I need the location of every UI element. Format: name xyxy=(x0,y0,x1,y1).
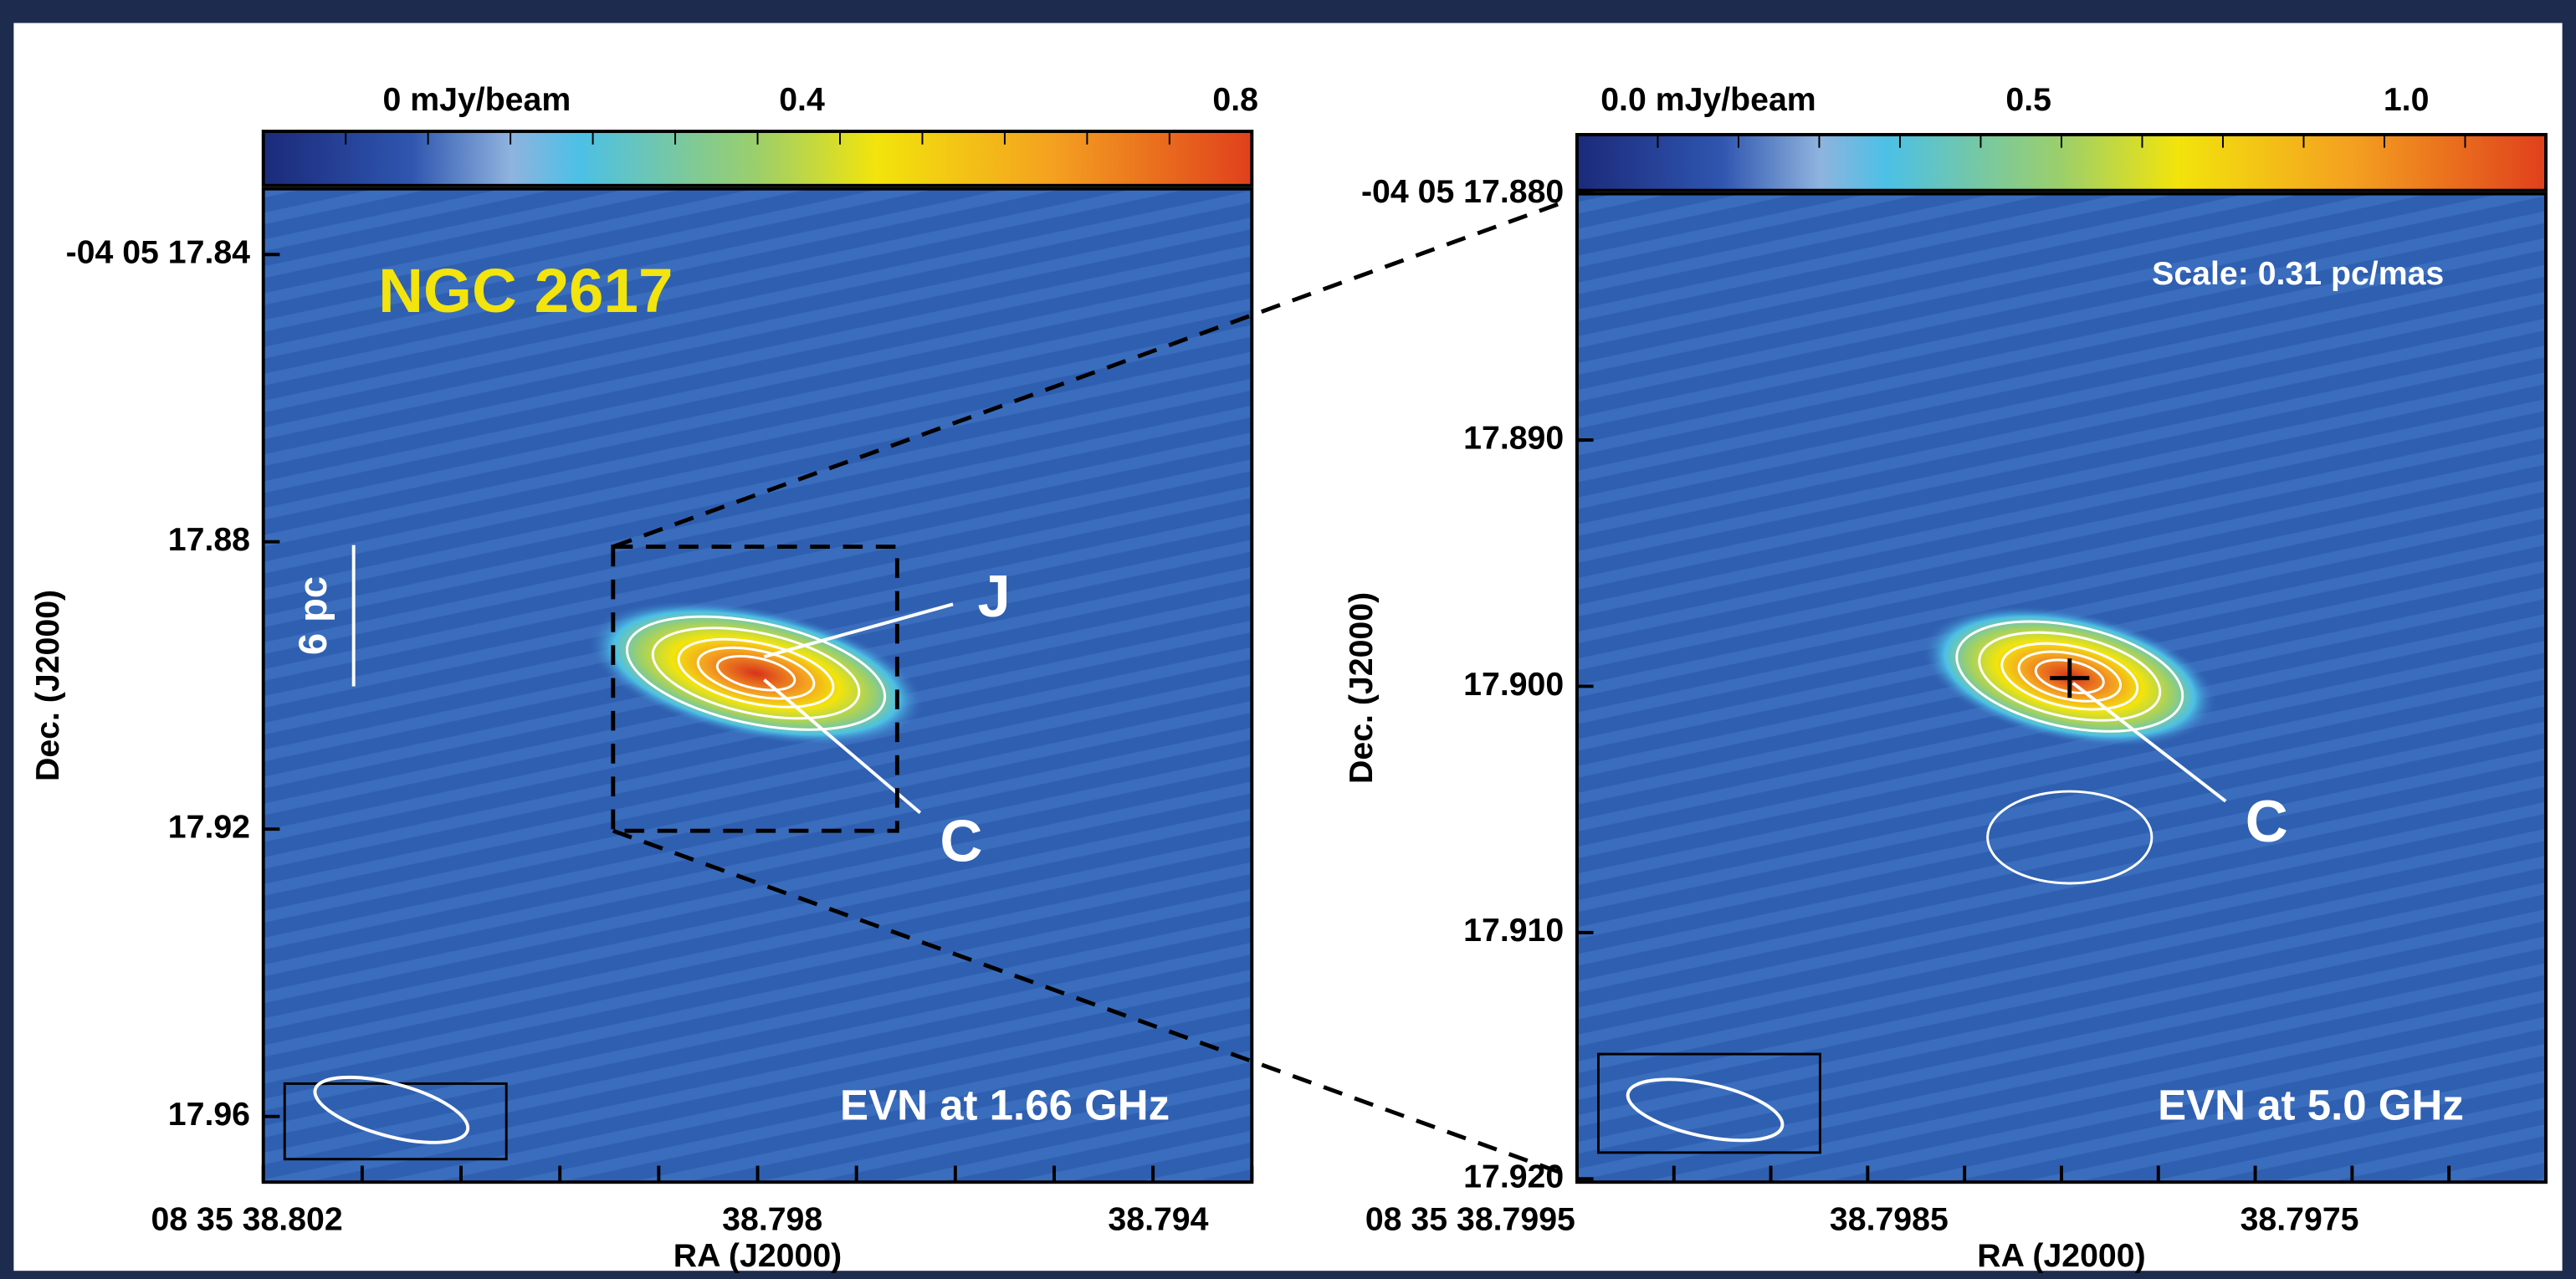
contour xyxy=(715,655,796,692)
y-tick-label: 17.88 xyxy=(168,521,250,558)
beam xyxy=(313,1075,470,1144)
y-axis-label: Dec. (J2000) xyxy=(1343,592,1380,784)
colorbar-label: 0 mJy/beam xyxy=(383,81,571,118)
contour xyxy=(2000,642,2139,711)
contour xyxy=(1986,790,2153,885)
x-axis-label: RA (J2000) xyxy=(1977,1237,2145,1274)
contour xyxy=(2034,658,2105,694)
x-tick-label: 38.7985 xyxy=(1830,1201,1949,1238)
contour xyxy=(2017,650,2122,703)
core-marker xyxy=(2050,658,2090,698)
caption: EVN at 5.0 GHz xyxy=(2158,1081,2464,1128)
pointer xyxy=(763,678,922,815)
x-tick-label: 38.794 xyxy=(1108,1201,1208,1238)
contour xyxy=(1978,631,2162,722)
x-tick-label: 08 35 38.802 xyxy=(151,1201,343,1238)
y-tick-label: 17.92 xyxy=(168,809,250,846)
x-axis-label: RA (J2000) xyxy=(673,1237,842,1274)
colorbar-label: 0.8 xyxy=(1212,81,1258,118)
colorbar-label: 0.5 xyxy=(2005,81,2051,118)
pointer xyxy=(763,602,954,659)
contour xyxy=(677,637,835,709)
zoom-line xyxy=(612,828,1570,1178)
scale-note: Scale: 0.31 pc/mas xyxy=(2152,255,2444,292)
zoom-box xyxy=(611,545,899,833)
scale-bar-label: 6 pc xyxy=(290,576,335,655)
y-tick-label: 17.890 xyxy=(1463,419,1564,456)
y-tick-label: -04 05 17.84 xyxy=(66,234,251,271)
colorbar-label: 0.4 xyxy=(779,81,825,118)
y-tick-label: 17.96 xyxy=(168,1096,250,1133)
x-tick-label: 38.7975 xyxy=(2241,1201,2359,1238)
colorbar-label: 0.0 mJy/beam xyxy=(1600,81,1815,118)
y-tick-label: -04 05 17.880 xyxy=(1361,173,1564,210)
component-label: C xyxy=(940,807,982,873)
pointer xyxy=(2072,681,2227,803)
beam xyxy=(1626,1077,1785,1143)
beam-box xyxy=(1596,1052,1821,1154)
contour xyxy=(651,627,861,720)
contour xyxy=(1955,620,2184,733)
y-tick-label: 17.900 xyxy=(1463,666,1564,703)
y-tick-label: 17.920 xyxy=(1463,1159,1564,1195)
x-tick-label: 38.798 xyxy=(722,1201,822,1238)
y-axis-label: Dec. (J2000) xyxy=(29,590,66,781)
x-tick-label: 08 35 38.7995 xyxy=(1365,1201,1575,1238)
caption: EVN at 1.66 GHz xyxy=(840,1081,1170,1128)
colorbar-label: 1.0 xyxy=(2384,81,2430,118)
component-label: J xyxy=(978,563,1011,629)
zoom-line xyxy=(612,198,1570,549)
y-tick-label: 17.910 xyxy=(1463,912,1564,949)
component-label: C xyxy=(2246,788,2288,854)
contour xyxy=(625,615,887,731)
contour xyxy=(696,646,816,700)
source-name: NGC 2617 xyxy=(378,255,673,325)
